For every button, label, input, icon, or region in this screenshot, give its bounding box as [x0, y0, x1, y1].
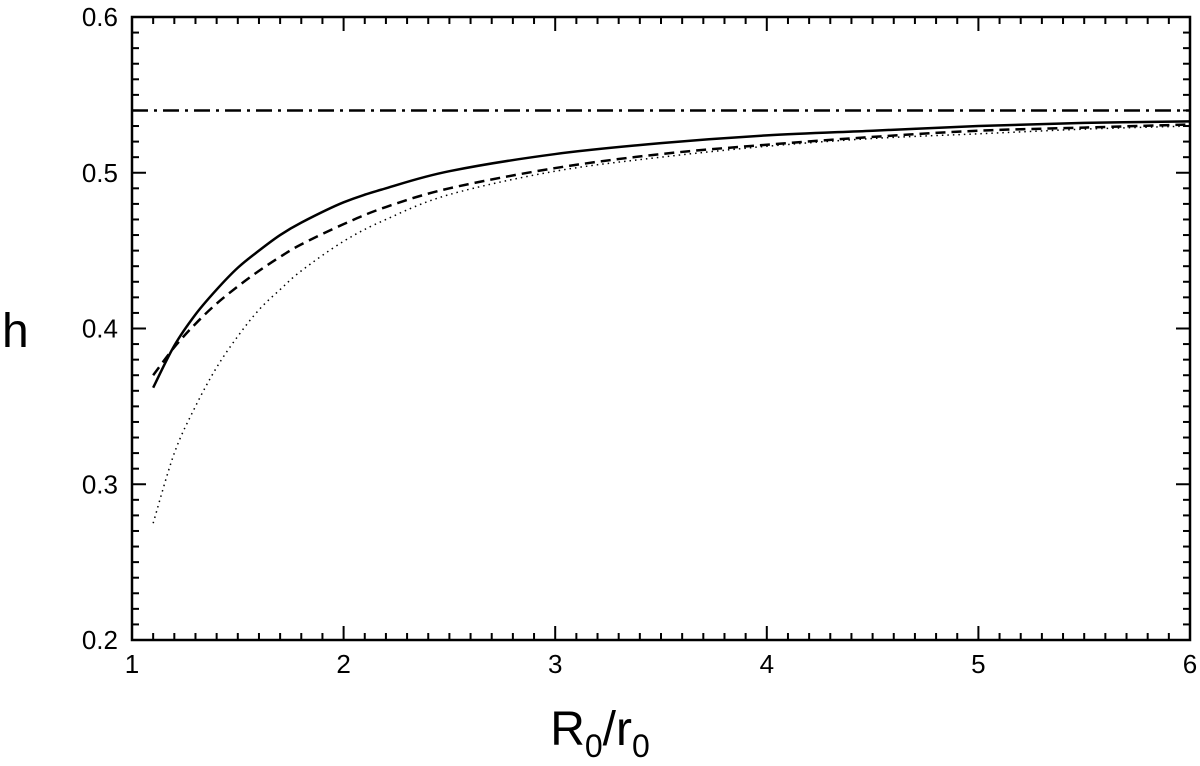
y-axis-label-text: h [2, 305, 29, 358]
y-tick-label: 0.5 [82, 158, 118, 188]
x-tick-label: 5 [971, 649, 985, 679]
y-tick-label: 0.3 [82, 469, 118, 499]
x-tick-label: 6 [1183, 649, 1197, 679]
series-line-dashed [152, 123, 1191, 376]
x-axis-label-mid: /r [602, 703, 632, 756]
y-tick-label: 0.2 [82, 625, 118, 655]
x-tick-label: 2 [336, 649, 350, 679]
chart-series [132, 109, 1191, 524]
series-line-solid [152, 120, 1191, 389]
x-axis-label-sub: 0 [584, 728, 603, 764]
series-line-dotted [152, 125, 1191, 524]
x-tick-label: 1 [125, 649, 139, 679]
y-tick-label: 0.6 [82, 2, 118, 32]
tick-labels: 1 2 3 4 5 6 0.2 0.3 0.4 0.5 0.6 [82, 2, 1197, 679]
y-axis-label: h [2, 302, 29, 362]
plot-frame [130, 15, 1192, 642]
x-tick-label: 4 [760, 649, 774, 679]
y-tick-label: 0.4 [82, 314, 118, 344]
x-axis-label-main: R [550, 703, 585, 756]
x-axis-label-sub2: 0 [632, 728, 650, 764]
x-tick-label: 3 [548, 649, 562, 679]
x-axis-label: R0/r0 [0, 700, 1200, 762]
